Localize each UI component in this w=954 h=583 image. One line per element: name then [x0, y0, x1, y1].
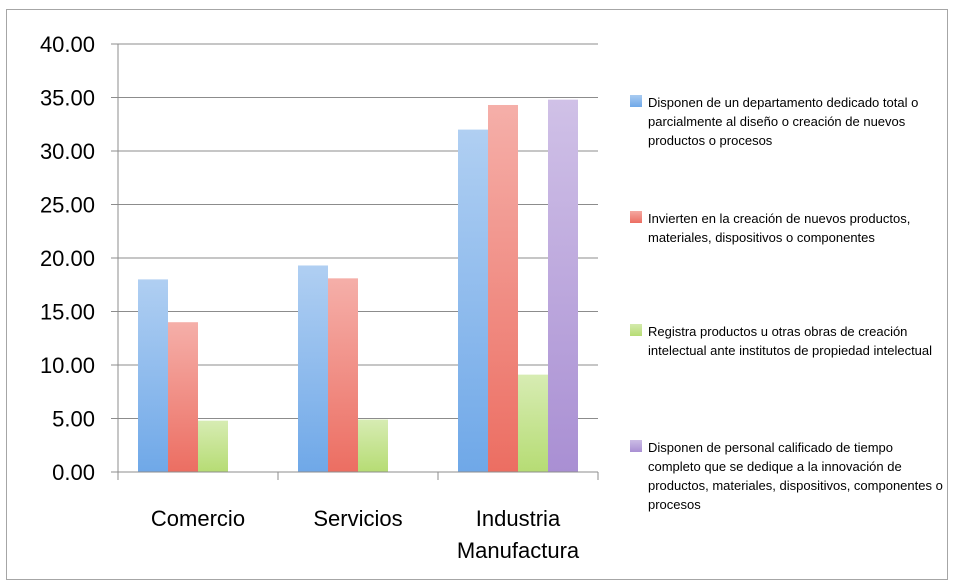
x-category-label: Comercio: [151, 506, 245, 531]
legend-swatch: [630, 211, 642, 223]
legend-label: Disponen de personal calificado de tiemp…: [648, 440, 943, 512]
bar: [328, 278, 358, 472]
axis-labels: 0.00 5.00 10.00 15.00 20.00 25.00 30.00 35.00 40…: [40, 32, 580, 563]
x-category-label: Servicios: [313, 506, 402, 531]
y-tick-label: 20.00: [40, 246, 95, 271]
legend-swatch: [630, 440, 642, 452]
bar: [138, 279, 168, 472]
bar: [548, 99, 578, 472]
legend-swatch: [630, 324, 642, 336]
legend-label: Invierten en la creación de nuevos produ…: [648, 211, 911, 245]
bar: [518, 374, 548, 472]
legend-label: Registra productos u otras obras de crea…: [648, 324, 933, 358]
bar: [198, 420, 228, 472]
bar: [458, 129, 488, 472]
y-tick-label: 5.00: [52, 407, 95, 432]
bar: [488, 104, 518, 473]
bars: [138, 99, 578, 473]
legend-item: Disponen de un departamento dedicado tot…: [630, 93, 948, 150]
y-tick-label: 40.00: [40, 32, 95, 57]
legend-swatch: [630, 95, 642, 107]
legend: Disponen de un departamento dedicado tot…: [630, 0, 950, 583]
bar: [298, 265, 328, 472]
legend-label: Disponen de un departamento dedicado tot…: [648, 95, 919, 148]
legend-item: Registra productos u otras obras de crea…: [630, 322, 948, 360]
y-tick-label: 25.00: [40, 193, 95, 218]
bar: [358, 419, 388, 472]
y-tick-label: 15.00: [40, 300, 95, 325]
legend-item: Invierten en la creación de nuevos produ…: [630, 209, 948, 247]
axes: [111, 43, 599, 480]
bar: [168, 322, 198, 472]
y-tick-label: 30.00: [40, 139, 95, 164]
y-tick-label: 10.00: [40, 353, 95, 378]
y-tick-label: 0.00: [52, 460, 95, 485]
x-category-label: Manufactura: [457, 538, 580, 563]
legend-item: Disponen de personal calificado de tiemp…: [630, 438, 948, 514]
y-tick-label: 35.00: [40, 86, 95, 111]
x-category-label: Industria: [476, 506, 561, 531]
